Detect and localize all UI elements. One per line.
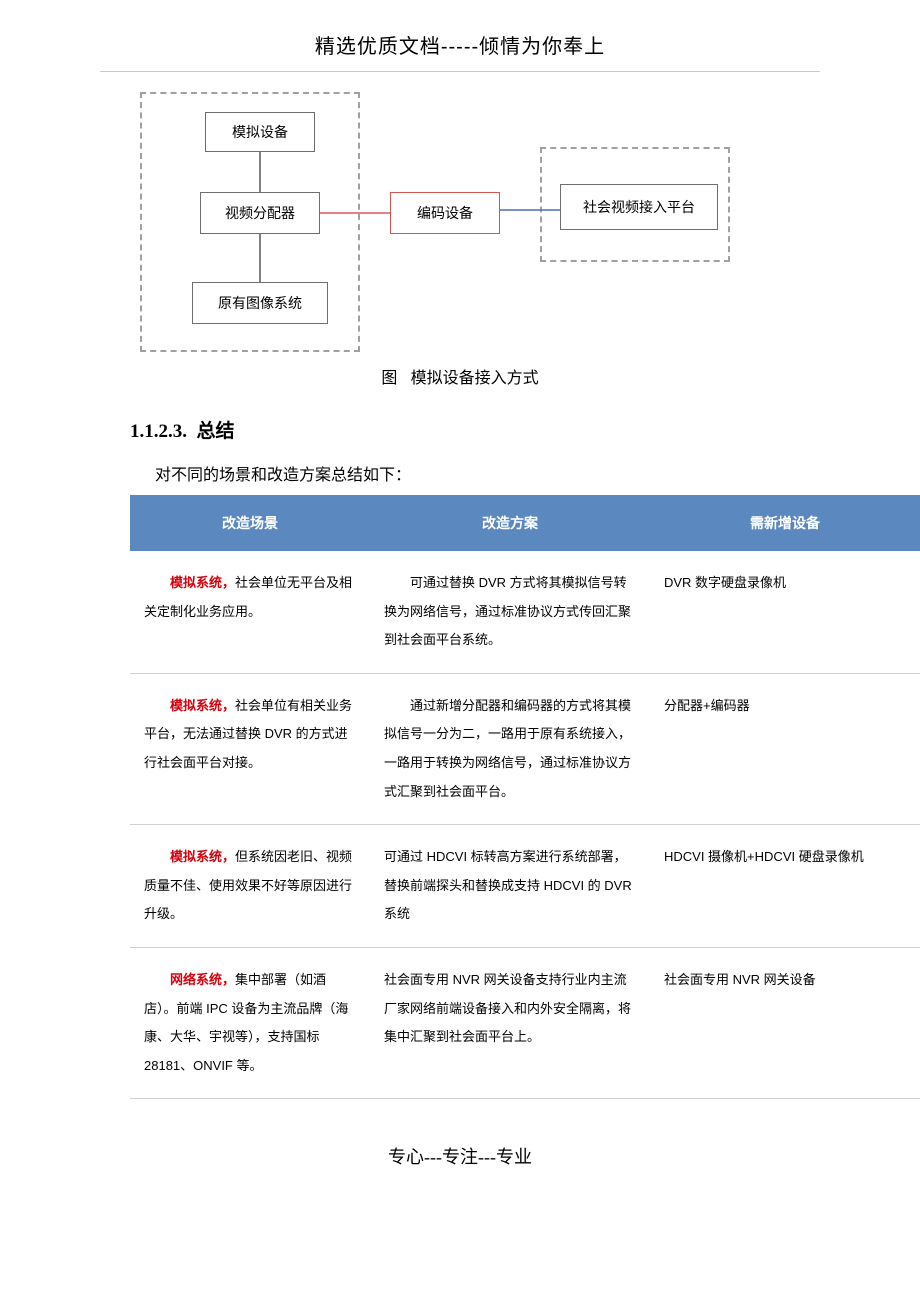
cell-device: DVR 数字硬盘录像机 (650, 551, 920, 673)
section-number: 1.1.2.3. (130, 421, 187, 442)
cell-device: 社会面专用 NVR 网关设备 (650, 947, 920, 1098)
diagram-node-legacy-system: 原有图像系统 (192, 282, 328, 324)
cell-plan: 通过新增分配器和编码器的方式将其模拟信号一分为二，一路用于原有系统接入，一路用于… (370, 673, 650, 824)
cell-device: 分配器+编码器 (650, 673, 920, 824)
cell-plan: 社会面专用 NVR 网关设备支持行业内主流厂家网络前端设备接入和内外安全隔离，将… (370, 947, 650, 1098)
scene-highlight: 模拟系统， (170, 575, 235, 590)
col-device: 需新增设备 (650, 495, 920, 551)
diagram-node-video-splitter: 视频分配器 (200, 192, 320, 234)
diagram-node-analog-device: 模拟设备 (205, 112, 315, 152)
section-heading: 1.1.2.3. 总结 (130, 416, 920, 443)
scene-highlight: 模拟系统， (170, 698, 235, 713)
diagram-caption: 图 模拟设备接入方式 (0, 364, 920, 388)
caption-text: 模拟设备接入方式 (411, 370, 539, 387)
cell-plan: 可通过 HDCVI 标转高方案进行系统部署，替换前端探头和替换成支持 HDCVI… (370, 825, 650, 948)
diagram-container: 模拟设备 视频分配器 原有图像系统 编码设备 社会视频接入平台 (140, 92, 800, 352)
cell-scene: 模拟系统，但系统因老旧、视频质量不佳、使用效果不好等原因进行升级。 (130, 825, 370, 948)
caption-prefix: 图 (381, 370, 397, 387)
scene-highlight: 模拟系统， (170, 849, 235, 864)
cell-scene: 网络系统，集中部署（如酒店）。前端 IPC 设备为主流品牌（海康、大华、宇视等）… (130, 947, 370, 1098)
table-row: 网络系统，集中部署（如酒店）。前端 IPC 设备为主流品牌（海康、大华、宇视等）… (130, 947, 920, 1098)
cell-scene: 模拟系统，社会单位无平台及相关定制化业务应用。 (130, 551, 370, 673)
cell-scene: 模拟系统，社会单位有相关业务平台，无法通过替换 DVR 的方式进行社会面平台对接… (130, 673, 370, 824)
cell-device: HDCVI 摄像机+HDCVI 硬盘录像机 (650, 825, 920, 948)
table-row: 模拟系统，但系统因老旧、视频质量不佳、使用效果不好等原因进行升级。 可通过 HD… (130, 825, 920, 948)
diagram-node-encoder: 编码设备 (390, 192, 500, 234)
scene-highlight: 网络系统， (170, 972, 235, 987)
col-scene: 改造场景 (130, 495, 370, 551)
table-header-row: 改造场景 改造方案 需新增设备 (130, 495, 920, 551)
diagram-node-social-video-platform: 社会视频接入平台 (560, 184, 718, 230)
section-title: 总结 (197, 421, 235, 442)
cell-plan: 可通过替换 DVR 方式将其模拟信号转换为网络信号，通过标准协议方式传回汇聚到社… (370, 551, 650, 673)
table-row: 模拟系统，社会单位无平台及相关定制化业务应用。 可通过替换 DVR 方式将其模拟… (130, 551, 920, 673)
col-plan: 改造方案 (370, 495, 650, 551)
doc-footer: 专心---专注---专业 (0, 1143, 920, 1169)
scene-rest: 集中部署（如酒店）。前端 IPC 设备为主流品牌（海康、大华、宇视等），支持国标… (144, 972, 348, 1073)
flow-diagram: 模拟设备 视频分配器 原有图像系统 编码设备 社会视频接入平台 (140, 92, 800, 352)
summary-table: 改造场景 改造方案 需新增设备 模拟系统，社会单位无平台及相关定制化业务应用。 … (130, 495, 920, 1099)
table-row: 模拟系统，社会单位有相关业务平台，无法通过替换 DVR 的方式进行社会面平台对接… (130, 673, 920, 824)
section-intro: 对不同的场景和改造方案总结如下： (155, 461, 920, 485)
doc-header: 精选优质文档-----倾情为你奉上 (100, 30, 820, 72)
